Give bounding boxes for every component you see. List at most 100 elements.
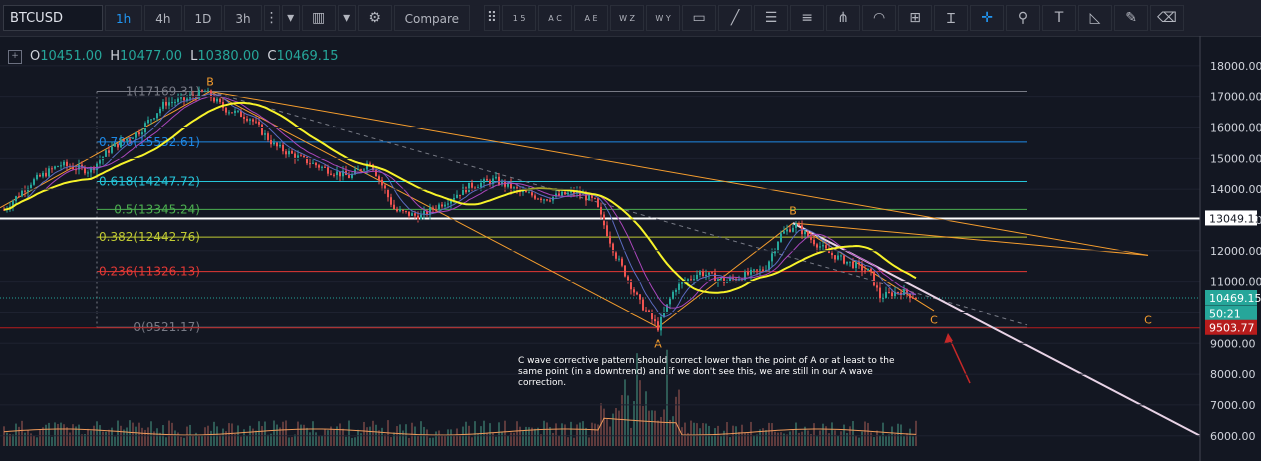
volume-bar: [564, 424, 566, 446]
text-anchor-icon[interactable]: Ɪ: [934, 5, 969, 31]
candle-body: [399, 209, 401, 212]
drag-handle-icon[interactable]: ⠿: [484, 5, 501, 31]
pattern-ac-icon[interactable]: A C: [538, 5, 573, 31]
candle-body: [666, 304, 668, 312]
candle-body: [750, 269, 752, 275]
candle-body: [273, 142, 275, 145]
price-tag-label: 10469.15: [1209, 292, 1261, 305]
channel-icon[interactable]: ☰: [754, 5, 789, 31]
candle-body: [675, 289, 677, 292]
candle-body: [375, 170, 377, 177]
volume-bar: [369, 426, 371, 446]
volume-bar: [297, 421, 299, 446]
volume-bar: [405, 424, 407, 446]
candle-body: [858, 262, 860, 265]
chevron-down-icon[interactable]: ▾: [337, 5, 356, 31]
volume-bar: [552, 432, 554, 446]
line-icon[interactable]: ╱: [718, 5, 753, 31]
volume-bar: [570, 421, 572, 446]
candle-body: [873, 271, 875, 286]
candles-icon[interactable]: ▥: [301, 5, 336, 31]
pattern-ae-icon[interactable]: A E: [574, 5, 609, 31]
volume-bar: [795, 422, 797, 446]
text-icon[interactable]: T: [1042, 5, 1077, 31]
volume-bar: [798, 432, 800, 446]
volume-bar: [867, 422, 869, 446]
gear-icon[interactable]: ⚙: [357, 5, 392, 31]
y-tick-label: 15000.00: [1210, 152, 1261, 165]
candle-body: [27, 187, 29, 192]
pattern-wy-icon[interactable]: W Y: [646, 5, 681, 31]
pin-icon[interactable]: ⚲: [1006, 5, 1041, 31]
pitchfork-icon[interactable]: ⋔: [826, 5, 861, 31]
volume-bar: [225, 431, 227, 446]
candle-body: [888, 291, 890, 293]
rectangle-icon[interactable]: ▭: [682, 5, 717, 31]
curve-icon[interactable]: ◠: [862, 5, 897, 31]
candle-body: [522, 191, 524, 193]
pattern-15-icon[interactable]: 1 5: [502, 5, 537, 31]
compare-button[interactable]: Compare: [393, 5, 471, 31]
volume-bar: [333, 429, 335, 446]
candle-body: [180, 96, 182, 99]
volume-bar: [603, 408, 605, 446]
candle-body: [903, 289, 905, 296]
triangle-icon[interactable]: ◺: [1078, 5, 1113, 31]
candle-body: [447, 203, 449, 205]
interval-3h-button[interactable]: 3h: [224, 5, 262, 31]
trend-line: [657, 222, 794, 328]
more-intervals-icon[interactable]: ⋮: [263, 5, 280, 31]
ma-mid-line: [3, 95, 917, 309]
volume-bar: [399, 424, 401, 446]
candle-body: [555, 193, 557, 197]
candle-body: [342, 170, 344, 177]
candle-body: [624, 265, 626, 277]
candle-body: [228, 112, 230, 114]
volume-bar: [384, 434, 386, 446]
volume-bar: [486, 432, 488, 446]
interval-4h-button[interactable]: 4h: [144, 5, 182, 31]
interval-1d-button[interactable]: 1D: [183, 5, 223, 31]
candle-body: [159, 108, 161, 114]
volume-bar: [219, 434, 221, 446]
box-icon[interactable]: ⊞: [898, 5, 933, 31]
candle-body: [567, 192, 569, 195]
volume-bar: [663, 409, 665, 446]
high-label: H: [110, 49, 121, 64]
volume-bar: [72, 424, 74, 446]
candle-body: [198, 90, 200, 99]
candle-body: [870, 268, 872, 272]
candle-body: [696, 274, 698, 280]
eraser-icon[interactable]: ⌫: [1150, 5, 1185, 31]
candle-body: [141, 132, 143, 135]
volume-bar: [135, 426, 137, 446]
volume-bar: [909, 428, 911, 446]
volume-bar: [558, 436, 560, 446]
candle-body: [249, 119, 251, 121]
candle-body: [891, 292, 893, 297]
fib-icon[interactable]: ≡: [790, 5, 825, 31]
legend-toggle-icon[interactable]: +: [8, 49, 22, 64]
crosshair-icon[interactable]: ✛: [970, 5, 1005, 31]
pattern-wz-icon[interactable]: W Z: [610, 5, 645, 31]
candle-body: [243, 117, 245, 119]
volume-bar: [459, 434, 461, 446]
candle-body: [513, 187, 515, 190]
price-chart[interactable]: 1(17169.31)0.786(15532.61)0.618(14247.72…: [0, 36, 1261, 461]
candle-body: [876, 285, 878, 288]
candle-body: [627, 276, 629, 281]
price-axis[interactable]: 6000.007000.008000.009000.001000011000.0…: [0, 36, 1261, 461]
brush-icon[interactable]: ✎: [1114, 5, 1149, 31]
candle-body: [120, 139, 122, 148]
volume-bar: [447, 429, 449, 446]
interval-1h-button[interactable]: 1h: [105, 5, 143, 31]
volume-bar: [519, 426, 521, 446]
volume-bar: [654, 410, 656, 446]
candle-body: [594, 197, 596, 199]
chevron-down-icon[interactable]: ▾: [281, 5, 300, 31]
candle-body: [105, 150, 107, 157]
symbol-input[interactable]: BTCUSD: [3, 5, 103, 31]
candle-body: [138, 132, 140, 135]
candle-body: [783, 231, 785, 234]
candle-body: [852, 261, 854, 269]
